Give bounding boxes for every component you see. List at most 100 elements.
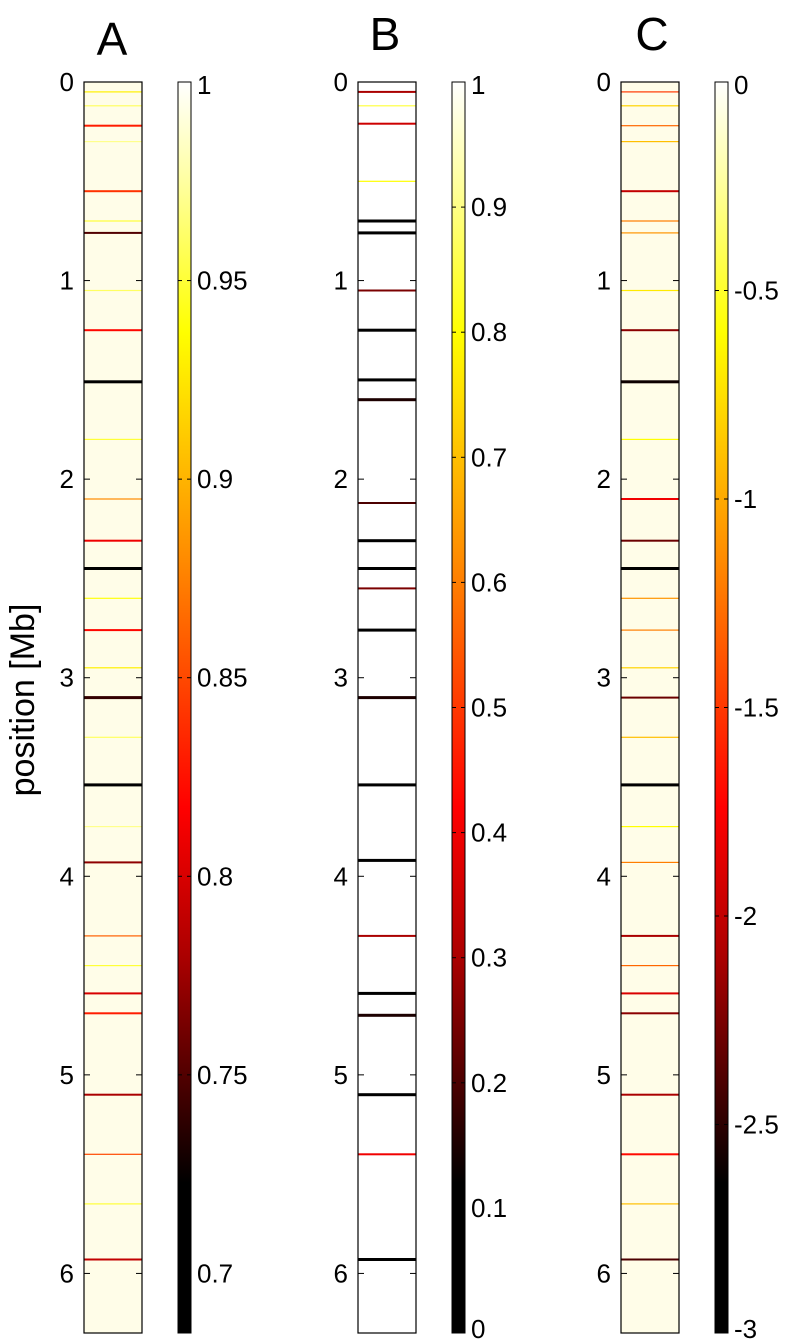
strip-background	[358, 82, 416, 1333]
position-band	[621, 736, 679, 738]
position-band	[621, 438, 679, 440]
colorbar-tick-label: 0.6	[471, 567, 507, 597]
position-band	[358, 858, 416, 862]
panel-a-y-ticks: 0 1 2 3 4 5 6	[60, 67, 142, 1288]
panel-c: C 0 1 2 3 4 5 6 -3 -2.5 -2 -1.5 -1 -0.5 0	[597, 8, 779, 1341]
colorbar-tick-label: 0.2	[471, 1068, 507, 1098]
panel-c-colorbar-ticks: -3 -2.5 -2 -1.5 -1 -0.5 0	[715, 70, 779, 1341]
colorbar-tick-label: 0.95	[197, 266, 248, 296]
colorbar-tick-label: 1	[197, 70, 211, 100]
panel-c-frame	[620, 81, 680, 1334]
position-band	[358, 502, 416, 504]
position-band	[84, 1153, 142, 1155]
colorbar-tick-label: 0.7	[197, 1258, 233, 1288]
position-band	[621, 1258, 679, 1261]
position-band	[621, 91, 679, 93]
y-tick-label: 4	[597, 861, 611, 891]
position-band	[358, 991, 416, 995]
y-tick-label: 0	[60, 67, 74, 97]
position-band	[358, 180, 416, 182]
position-band	[84, 935, 142, 937]
colorbar-tick-label: 0.4	[471, 818, 507, 848]
y-tick-label: 6	[334, 1258, 348, 1288]
y-tick-label: 0	[334, 67, 348, 97]
position-band	[84, 629, 142, 632]
colorbar-tick-label: 0.3	[471, 943, 507, 973]
position-band	[621, 567, 679, 570]
position-band	[84, 696, 142, 700]
position-band	[621, 289, 679, 292]
position-band	[621, 934, 679, 937]
position-band	[358, 231, 416, 235]
position-band	[84, 220, 142, 222]
colorbar-tick-label: 1	[471, 70, 485, 100]
y-tick-label: 1	[334, 266, 348, 296]
position-band	[84, 329, 142, 332]
panel-a-frame	[83, 81, 143, 1334]
position-band	[358, 587, 416, 590]
panel-a: A 0 1 2 3 4 5 6 0.7 0.75 0.8 0.85 0.9 0.95 1	[60, 13, 248, 1334]
position-band	[84, 667, 142, 669]
position-band	[358, 783, 416, 787]
panel-label-a: A	[97, 13, 128, 65]
position-band	[358, 289, 416, 292]
position-band	[358, 696, 416, 700]
y-tick-label: 6	[60, 1258, 74, 1288]
position-band	[621, 965, 679, 967]
position-band	[621, 1093, 679, 1096]
position-band	[84, 231, 142, 234]
colorbar-tick-label: 0.85	[197, 663, 248, 693]
position-band	[621, 696, 679, 699]
position-band	[84, 783, 142, 787]
panel-b-frame	[357, 81, 417, 1334]
position-band	[358, 105, 416, 107]
position-band	[84, 539, 142, 542]
position-band	[621, 232, 679, 234]
colorbar-tick-label: -2	[734, 901, 757, 931]
position-band	[621, 629, 679, 631]
y-tick-label: 6	[597, 1258, 611, 1288]
position-band	[358, 1093, 416, 1097]
colorbar-tick-label: -1	[734, 484, 757, 514]
position-band	[84, 1093, 142, 1096]
y-tick-label: 3	[60, 663, 74, 693]
position-band	[84, 965, 142, 967]
position-band	[358, 90, 416, 93]
colorbar-tick-label: 0.75	[197, 1060, 248, 1090]
y-tick-label: 2	[334, 464, 348, 494]
position-band	[84, 124, 142, 127]
position-band	[358, 398, 416, 402]
position-band	[621, 105, 679, 107]
position-band	[621, 1203, 679, 1205]
panel-c-y-ticks: 0 1 2 3 4 5 6	[597, 67, 679, 1288]
colorbar-tick-label: -3	[734, 1314, 757, 1341]
position-band	[621, 329, 679, 332]
colorbar-tick-label: -2.5	[734, 1110, 779, 1140]
strip-background	[84, 82, 142, 1333]
y-tick-label: 2	[60, 464, 74, 494]
position-band	[621, 125, 679, 127]
y-tick-label: 1	[60, 266, 74, 296]
panel-a-bands	[84, 82, 142, 1333]
panel-b-bands	[358, 82, 416, 1333]
position-band	[621, 783, 679, 787]
panel-label-c: C	[635, 8, 668, 60]
colorbar-tick-label: 0.9	[197, 464, 233, 494]
position-band	[358, 1013, 416, 1017]
position-band	[621, 667, 679, 669]
panel-b-y-ticks: 0 1 2 3 4 5 6	[334, 67, 416, 1288]
y-tick-label: 3	[334, 663, 348, 693]
colorbar-tick-label: -1.5	[734, 693, 779, 723]
position-band	[621, 498, 679, 500]
position-band	[84, 567, 142, 570]
position-band	[84, 141, 142, 143]
position-band	[84, 1203, 142, 1205]
position-band	[621, 1153, 679, 1156]
position-band	[621, 992, 679, 995]
position-band	[84, 380, 142, 384]
position-band	[84, 289, 142, 292]
position-band	[84, 861, 142, 864]
position-band	[358, 567, 416, 570]
strip-background	[621, 82, 679, 1333]
